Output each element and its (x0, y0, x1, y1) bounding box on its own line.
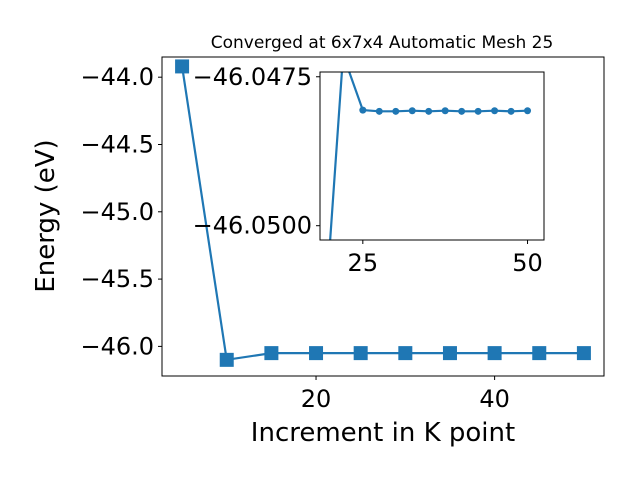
main-data-point (219, 352, 234, 367)
inset-y-tick-label: −46.0500 (193, 212, 312, 240)
main-data-point (442, 346, 457, 361)
main-x-axis: 20 40 (301, 376, 510, 413)
inset-data-point (507, 107, 515, 115)
inset-x-axis: 25 50 (348, 240, 543, 277)
inset-plot: −46.0500 −46.0475 25 50 (193, 63, 545, 277)
x-axis-label: Increment in K point (251, 418, 515, 448)
y-axis-label: Energy (eV) (31, 139, 61, 292)
inset-data-point (491, 107, 499, 115)
inset-y-axis: −46.0500 −46.0475 (193, 63, 320, 240)
main-data-point (175, 59, 190, 74)
main-data-point (398, 346, 413, 361)
inset-data-point (408, 107, 416, 115)
inset-data-point (392, 107, 400, 115)
main-series (175, 59, 591, 367)
main-data-point (576, 346, 591, 361)
inset-x-tick-label: 50 (512, 249, 543, 277)
main-y-tick-label: −44.0 (80, 63, 154, 91)
main-y-axis: −44.0 −44.5 −45.0 −45.5 −46.0 (80, 63, 162, 360)
main-data-point (264, 346, 279, 361)
inset-series (329, 72, 532, 240)
main-series-line (181, 66, 584, 362)
main-plot-frame (161, 56, 605, 377)
main-data-point (487, 346, 502, 361)
main-data-point (532, 346, 547, 361)
chart-title: Converged at 6x7x4 Automatic Mesh 25 (211, 33, 554, 53)
inset-data-point (474, 107, 482, 115)
inset-y-tick-label: −46.0475 (193, 63, 312, 91)
inset-data-point (359, 106, 367, 114)
inset-data-point (441, 107, 449, 115)
main-x-tick-label: 20 (301, 385, 332, 413)
main-x-tick-label: 40 (479, 385, 510, 413)
main-data-point (353, 346, 368, 361)
inset-x-tick-label: 25 (348, 249, 379, 277)
main-y-tick-label: −45.5 (80, 265, 154, 293)
main-plot: Converged at 6x7x4 Automatic Mesh 25 −44… (31, 33, 605, 448)
main-data-point (309, 346, 324, 361)
main-y-tick-label: −46.0 (80, 332, 154, 360)
inset-data-point (375, 107, 383, 115)
inset-plot-frame (319, 71, 545, 241)
inset-data-point (458, 107, 466, 115)
inset-data-point (425, 107, 433, 115)
inset-background (320, 72, 544, 240)
inset-data-point (524, 107, 532, 115)
main-y-tick-label: −45.0 (80, 198, 154, 226)
main-y-tick-label: −44.5 (80, 130, 154, 158)
